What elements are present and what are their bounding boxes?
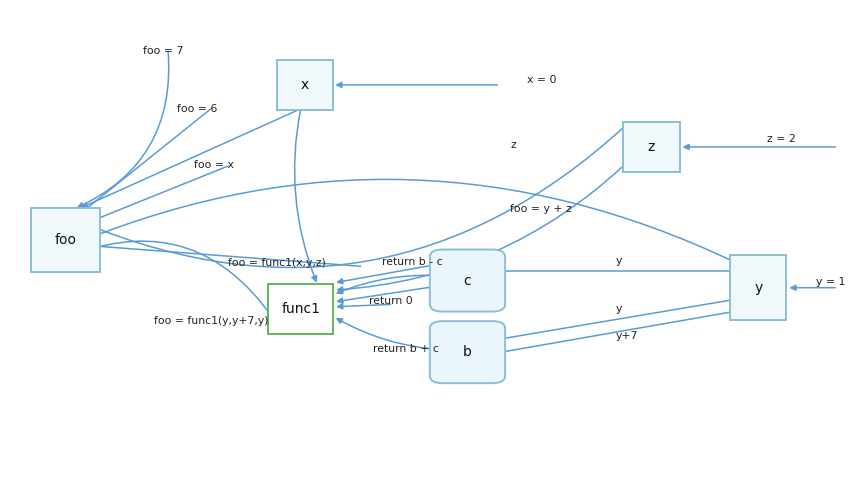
Text: y = 1: y = 1 bbox=[816, 277, 845, 287]
Text: y: y bbox=[615, 256, 622, 266]
Text: z: z bbox=[511, 140, 516, 150]
Text: func1: func1 bbox=[281, 302, 320, 316]
FancyBboxPatch shape bbox=[430, 321, 505, 383]
FancyBboxPatch shape bbox=[269, 284, 333, 335]
FancyBboxPatch shape bbox=[623, 121, 680, 172]
Text: return b - c: return b - c bbox=[382, 257, 443, 267]
Text: foo = 7: foo = 7 bbox=[142, 47, 183, 57]
Text: foo = x: foo = x bbox=[194, 159, 233, 169]
FancyBboxPatch shape bbox=[430, 250, 505, 312]
Text: foo = y + z: foo = y + z bbox=[511, 204, 572, 214]
FancyBboxPatch shape bbox=[277, 60, 333, 110]
Text: c: c bbox=[463, 274, 471, 288]
FancyBboxPatch shape bbox=[730, 255, 787, 320]
Text: x = 0: x = 0 bbox=[528, 75, 557, 84]
Text: return b + c: return b + c bbox=[372, 344, 438, 354]
Text: return 0: return 0 bbox=[369, 296, 413, 306]
Text: x: x bbox=[301, 78, 309, 92]
Text: z = 2: z = 2 bbox=[767, 134, 795, 144]
Text: foo = func1(x,y,z): foo = func1(x,y,z) bbox=[228, 258, 326, 268]
FancyBboxPatch shape bbox=[31, 207, 100, 273]
Text: y: y bbox=[615, 304, 622, 314]
Text: y: y bbox=[754, 281, 763, 295]
Text: z: z bbox=[648, 140, 655, 154]
Text: foo: foo bbox=[55, 233, 76, 247]
Text: b: b bbox=[463, 345, 472, 359]
Text: foo = 6: foo = 6 bbox=[177, 104, 217, 114]
Text: foo = func1(y,y+7,y): foo = func1(y,y+7,y) bbox=[154, 316, 268, 326]
Text: y+7: y+7 bbox=[615, 331, 637, 341]
